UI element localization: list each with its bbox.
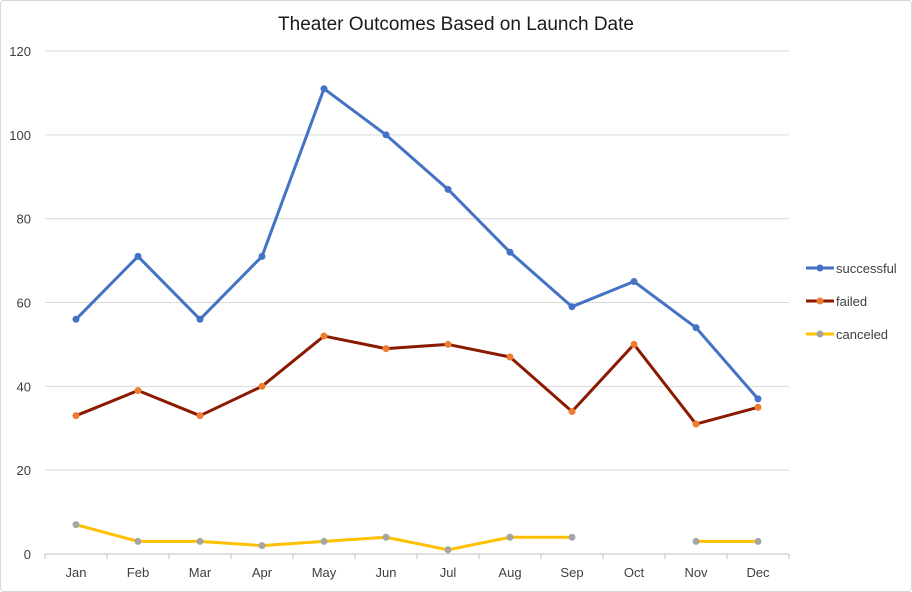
y-tick-label: 120 — [9, 44, 31, 59]
series-canceled — [72, 521, 762, 554]
legend-marker-successful — [816, 264, 824, 272]
data-point-canceled — [258, 542, 266, 550]
x-tick-label: Jan — [66, 565, 87, 580]
y-axis-ticks: 0 20 40 60 80 100 120 — [9, 44, 31, 562]
data-point-failed — [506, 353, 514, 361]
data-point-canceled — [382, 533, 390, 541]
series-line-canceled — [74, 523, 574, 552]
legend: successful failed canceled — [806, 261, 897, 342]
data-point-successful — [506, 248, 514, 256]
x-tick-label: Feb — [127, 565, 149, 580]
y-tick-label: 80 — [17, 212, 31, 227]
data-point-canceled — [506, 533, 514, 541]
series-line-successful — [74, 87, 760, 401]
x-tick-label: Jul — [440, 565, 457, 580]
data-point-successful — [196, 315, 204, 323]
legend-marker-failed — [816, 297, 824, 305]
y-tick-label: 60 — [17, 296, 31, 311]
series-line-failed — [74, 334, 760, 426]
x-tick-label: Apr — [252, 565, 273, 580]
data-point-successful — [320, 85, 328, 93]
data-point-canceled — [72, 521, 80, 529]
data-point-successful — [630, 278, 638, 286]
y-tick-label: 0 — [24, 547, 31, 562]
x-tick-label: Dec — [746, 565, 770, 580]
data-point-failed — [568, 407, 576, 415]
data-point-canceled — [444, 546, 452, 554]
data-point-successful — [568, 303, 576, 311]
chart-title: Theater Outcomes Based on Launch Date — [278, 14, 634, 35]
legend-marker-canceled — [816, 330, 824, 338]
data-point-failed — [382, 345, 390, 353]
data-point-failed — [754, 403, 762, 411]
series-successful — [72, 85, 762, 403]
gridlines — [45, 50, 789, 471]
data-point-failed — [444, 340, 452, 348]
data-point-failed — [72, 412, 80, 420]
data-point-successful — [692, 324, 700, 332]
legend-label-failed: failed — [836, 294, 867, 309]
data-point-canceled — [320, 537, 328, 545]
data-point-successful — [754, 395, 762, 403]
x-tick-label: Aug — [498, 565, 521, 580]
data-point-canceled — [134, 537, 142, 545]
x-tick-label: Sep — [560, 565, 583, 580]
data-point-canceled — [196, 537, 204, 545]
data-point-successful — [382, 131, 390, 139]
x-tick-label: May — [312, 565, 337, 580]
data-point-canceled — [692, 537, 700, 545]
x-tick-label: Mar — [189, 565, 212, 580]
series-failed — [72, 332, 762, 428]
data-point-successful — [134, 252, 142, 260]
data-point-failed — [320, 332, 328, 340]
data-point-failed — [258, 382, 266, 390]
legend-label-canceled: canceled — [836, 327, 888, 342]
data-point-failed — [134, 387, 142, 395]
x-tick-label: Nov — [684, 565, 708, 580]
legend-label-successful: successful — [836, 261, 897, 276]
y-tick-label: 20 — [17, 463, 31, 478]
data-point-failed — [196, 412, 204, 420]
data-point-canceled — [754, 537, 762, 545]
data-point-successful — [72, 315, 80, 323]
y-tick-label: 40 — [17, 379, 31, 394]
data-point-canceled — [568, 533, 576, 541]
x-axis: Jan Feb Mar Apr May Jun Jul Aug Sep Oct Nov Dec — [44, 553, 790, 580]
data-point-successful — [444, 185, 452, 193]
y-tick-label: 100 — [9, 128, 31, 143]
x-tick-label: Oct — [624, 565, 645, 580]
data-point-failed — [692, 420, 700, 428]
data-point-successful — [258, 252, 266, 260]
x-tick-label: Jun — [376, 565, 397, 580]
data-point-failed — [630, 340, 638, 348]
series-group — [72, 85, 762, 554]
